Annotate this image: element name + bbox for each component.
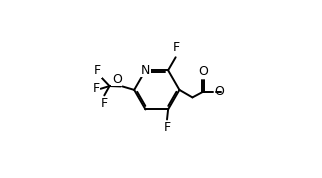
Text: F: F xyxy=(101,97,108,110)
Text: F: F xyxy=(92,82,99,95)
Text: N: N xyxy=(141,64,150,77)
Text: F: F xyxy=(164,121,171,134)
Text: F: F xyxy=(94,64,101,77)
Text: O: O xyxy=(112,73,122,86)
Text: F: F xyxy=(173,41,180,54)
Text: O: O xyxy=(214,85,224,98)
Text: O: O xyxy=(198,65,208,78)
